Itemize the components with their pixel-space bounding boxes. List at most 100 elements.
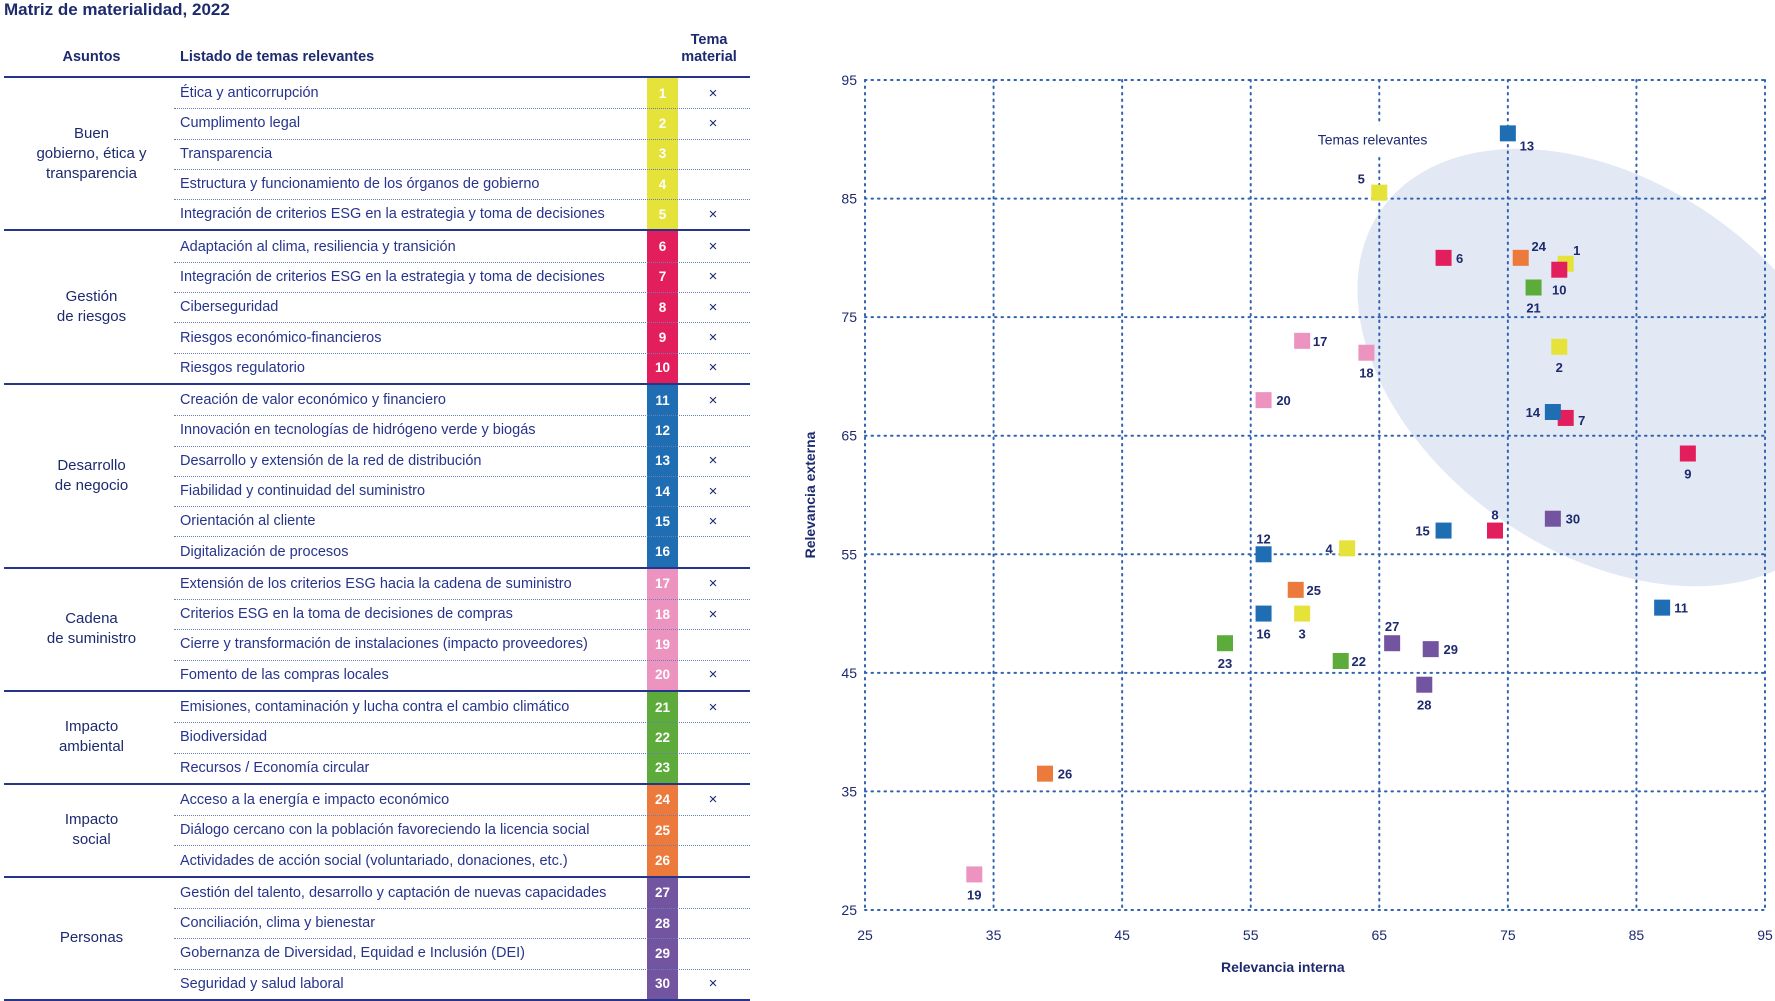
topic-number-badge: 13	[647, 445, 678, 476]
table-row: Criterios ESG en la toma de decisiones d…	[174, 599, 750, 630]
topic-point-label: 4	[1326, 541, 1334, 556]
topic-label: Transparencia	[180, 145, 273, 162]
topic-label: Cumplimento legal	[180, 115, 301, 132]
group-label-line: Desarrollo	[57, 456, 126, 474]
x-tick-label: 95	[1757, 927, 1773, 943]
relevant-topics-ellipse	[1357, 148, 1775, 587]
material-mark: ×	[708, 452, 718, 470]
group-label-line: Cadena	[65, 610, 118, 628]
y-tick-label: 85	[841, 191, 857, 207]
topic-point-26	[1037, 765, 1053, 782]
topic-point-label: 28	[1417, 698, 1431, 713]
topic-number-badge: 21	[647, 691, 678, 723]
material-mark: ×	[708, 114, 718, 132]
group-label-line: de negocio	[54, 476, 129, 494]
table-row: Diálogo cercano con la población favorec…	[174, 815, 750, 846]
x-tick-label: 35	[986, 927, 1002, 943]
material-mark: ×	[708, 391, 718, 409]
topic-label: Innovación en tecnologías de hidrógeno v…	[180, 422, 536, 439]
topic-point-29	[1422, 641, 1439, 658]
group-label: Cadena de suministro	[4, 569, 179, 690]
group-label-line: social	[72, 831, 111, 849]
group-label-line: gobierno, ética y	[36, 144, 147, 162]
topic-number-badge: 22	[647, 722, 678, 753]
topic-point-label: 24	[1531, 239, 1546, 254]
topic-point-label: 16	[1256, 627, 1270, 642]
topic-point-label: 29	[1443, 642, 1457, 657]
topic-point-label: 11	[1674, 601, 1688, 616]
topic-point-label: 10	[1552, 283, 1566, 298]
topic-label: Conciliación, clima y bienestar	[180, 915, 376, 932]
topic-number-badge: 1	[647, 78, 678, 109]
topic-point-9	[1679, 445, 1696, 462]
material-mark: ×	[708, 512, 718, 530]
y-tick-label: 95	[841, 72, 857, 88]
topic-point-16	[1255, 605, 1272, 622]
topic-label: Integración de criterios ESG en la estra…	[180, 206, 605, 223]
topic-label: Ética y anticorrupción	[180, 85, 319, 102]
y-tick-label: 25	[841, 902, 857, 918]
table-header: Asuntos Listado de temas relevantes Tema…	[4, 32, 750, 78]
group-label-line: de riesgos	[56, 308, 127, 326]
x-tick-label: 45	[1114, 927, 1130, 943]
topic-point-25	[1287, 581, 1304, 598]
topic-label: Actividades de acción social (voluntaria…	[180, 852, 568, 869]
material-mark: ×	[708, 575, 718, 593]
materiality-scatter-chart: 25 35 45 55 65 75 85 952535455565758595Relevanc…	[802, 72, 1775, 975]
topic-point-label: 3	[1299, 627, 1306, 642]
topic-point-28	[1416, 676, 1433, 693]
topics-table: Asuntos Listado de temas relevantes Tema…	[4, 32, 750, 1001]
group-label: Personas	[4, 878, 179, 999]
topic-point-24	[1512, 249, 1529, 266]
table-row: Integración de criterios ESG en la estra…	[174, 261, 750, 293]
topic-number-badge: 3	[647, 138, 678, 169]
table-row: Orientación al cliente 15 ×	[174, 506, 750, 537]
x-tick-label: 65	[1371, 927, 1387, 943]
topic-label: Emisiones, contaminación y lucha contra …	[180, 699, 570, 716]
table-body: Buen gobierno, ética y transparencia Ética …	[4, 78, 750, 1001]
topic-number-badge: 7	[647, 261, 678, 293]
group-label: Gestión de riesgos	[4, 231, 179, 382]
group-label-line: Gestión	[65, 288, 118, 306]
topic-point-label: 17	[1313, 334, 1327, 349]
topic-label: Cierre y transformación de instalaciones…	[180, 636, 588, 653]
topic-point-label: 22	[1351, 654, 1365, 669]
table-row: Innovación en tecnologías de hidrógeno v…	[174, 415, 750, 446]
topic-label: Riesgos regulatorio	[180, 359, 305, 376]
topic-label: Recursos / Economía circular	[180, 759, 370, 776]
topic-label: Diálogo cercano con la población favorec…	[180, 822, 590, 839]
y-axis-title: Relevancia externa	[802, 431, 818, 558]
group-label: Desarrollo de negocio	[4, 385, 179, 567]
topic-label: Digitalización de procesos	[180, 543, 349, 560]
topic-number-badge: 16	[647, 536, 678, 567]
material-mark: ×	[708, 698, 718, 716]
topic-number-badge: 4	[647, 168, 678, 200]
topic-point-label: 9	[1684, 467, 1691, 482]
y-tick-label: 45	[841, 665, 857, 681]
topic-label: Gestión del talento, desarrollo y captac…	[180, 884, 607, 901]
table-row: Recursos / Economía circular 23	[174, 752, 750, 783]
topic-number-badge: 15	[647, 506, 678, 537]
topic-point-label: 13	[1520, 138, 1534, 153]
table-row: Actividades de acción social (voluntaria…	[174, 845, 750, 876]
topic-number-badge: 18	[647, 599, 678, 630]
table-row: Emisiones, contaminación y lucha contra …	[174, 691, 750, 723]
group-label: Buen gobierno, ética y transparencia	[4, 78, 179, 229]
topic-point-label: 14	[1526, 405, 1541, 420]
topic-number-badge: 23	[647, 752, 678, 783]
table-row: Integración de criterios ESG en la estra…	[174, 199, 750, 230]
table-row: Creación de valor económico y financiero…	[174, 384, 750, 416]
material-mark: ×	[708, 605, 718, 623]
topic-point-7	[1557, 409, 1574, 426]
material-mark: ×	[708, 84, 718, 102]
material-mark: ×	[708, 238, 718, 256]
topic-label: Gobernanza de Diversidad, Equidad e Incl…	[180, 945, 525, 962]
x-tick-label: 75	[1500, 927, 1516, 943]
topic-number-badge: 25	[647, 815, 678, 846]
group-label: Impacto ambiental	[4, 692, 179, 783]
topic-number-badge: 10	[647, 352, 678, 383]
topic-number-badge: 6	[647, 231, 678, 262]
table-row: Conciliación, clima y bienestar 28	[174, 908, 750, 939]
material-mark: ×	[708, 205, 718, 223]
group-label: Impacto social	[4, 785, 179, 876]
